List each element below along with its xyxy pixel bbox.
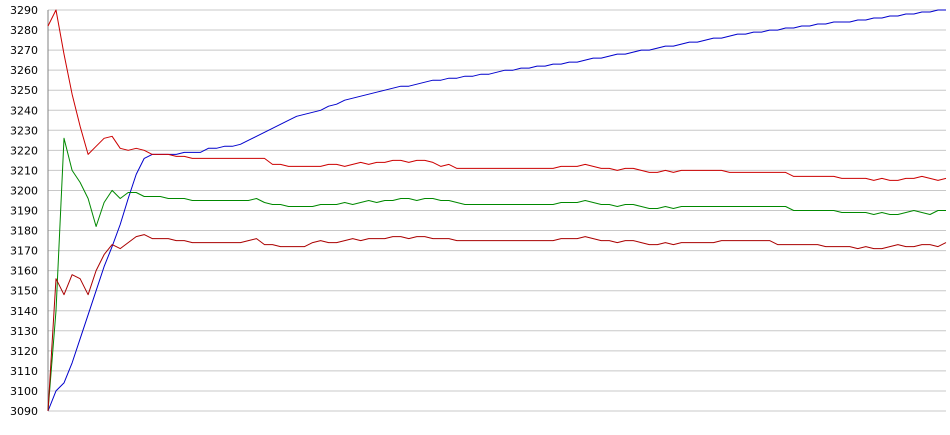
y-tick-label: 3190 [10, 205, 38, 218]
y-tick-label: 3180 [10, 225, 38, 238]
y-tick-label: 3290 [10, 4, 38, 17]
y-tick-label: 3200 [10, 184, 38, 197]
series-line-2 [47, 9, 947, 181]
y-tick-label: 3090 [10, 405, 38, 418]
y-tick-label: 3160 [10, 265, 38, 278]
series-line-1 [47, 9, 946, 412]
y-tick-label: 3140 [10, 305, 38, 318]
gridlines [48, 9, 946, 412]
y-tick-label: 3250 [10, 84, 38, 97]
series-line-3 [47, 137, 946, 412]
y-tick-label: 3100 [10, 385, 38, 398]
y-tick-label: 3270 [10, 44, 38, 57]
y-tick-label: 3220 [10, 144, 38, 157]
y-tick-label: 3260 [10, 64, 38, 77]
y-tick-label: 3280 [10, 24, 38, 37]
y-axis-tick-labels: 3290 3280 3270 3260 3250 3240 3230 3220 3210 3200… [10, 4, 38, 418]
y-tick-label: 3210 [10, 164, 38, 177]
y-tick-label: 3170 [10, 245, 38, 258]
y-tick-label: 3110 [10, 365, 38, 378]
y-tick-label: 3230 [10, 124, 38, 137]
y-tick-label: 3240 [10, 104, 38, 117]
y-tick-label: 3120 [10, 345, 38, 358]
y-tick-label: 3130 [10, 325, 38, 338]
y-tick-label: 3150 [10, 285, 38, 298]
series-lines [47, 9, 947, 412]
series-line-4 [47, 234, 947, 412]
